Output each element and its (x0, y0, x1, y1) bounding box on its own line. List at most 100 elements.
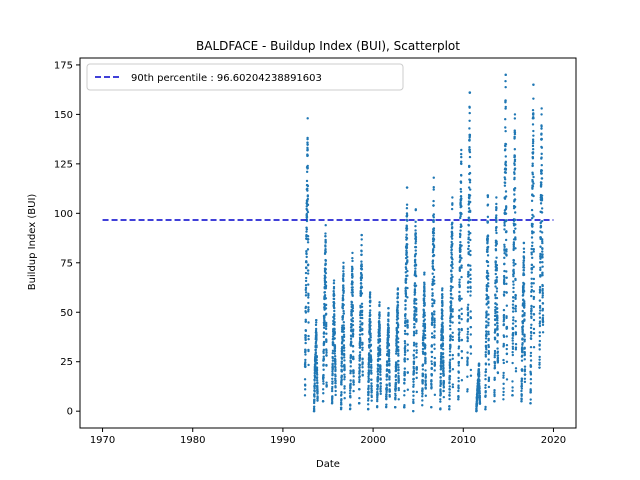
scatter-point (340, 374, 343, 377)
scatter-point (457, 364, 460, 367)
scatter-point (457, 345, 461, 348)
scatter-point (514, 346, 518, 349)
scatter-point (369, 299, 372, 302)
scatter-point (349, 407, 352, 410)
scatter-point (342, 339, 346, 342)
scatter-point (475, 409, 478, 412)
scatter-point (423, 283, 426, 286)
scatter-point (305, 230, 308, 233)
scatter-point (504, 118, 507, 121)
scatter-point (316, 399, 319, 402)
scatter-point (523, 353, 526, 356)
scatter-point (405, 233, 408, 236)
scatter-point (343, 375, 346, 379)
scatter-point (343, 359, 346, 362)
scatter-point (404, 289, 407, 293)
scatter-point (361, 366, 364, 369)
scatter-point (522, 266, 526, 269)
scatter-point (512, 316, 515, 319)
scatter-point (397, 381, 400, 384)
scatter-point (385, 395, 388, 398)
scatter-point (315, 318, 318, 322)
scatter-point (421, 379, 425, 382)
scatter-point (403, 403, 406, 407)
scatter-point (467, 247, 470, 251)
scatter-point (340, 350, 344, 354)
scatter-point (486, 269, 489, 273)
scatter-point (333, 323, 336, 327)
scatter-point (441, 336, 445, 340)
scatter-point (358, 356, 362, 359)
scatter-point (340, 391, 343, 394)
scatter-point (523, 302, 526, 305)
scatter-point (521, 331, 524, 334)
scatter-point (331, 341, 335, 344)
scatter-point (448, 385, 451, 388)
scatter-point (441, 352, 445, 355)
scatter-point (530, 323, 533, 326)
scatter-point (529, 389, 532, 392)
scatter-point (340, 353, 344, 356)
scatter-point (305, 215, 309, 219)
scatter-point (486, 272, 490, 275)
scatter-point (378, 351, 382, 354)
scatter-point (304, 286, 308, 290)
scatter-point (487, 376, 491, 379)
scatter-point (403, 367, 407, 370)
scatter-point (406, 371, 409, 374)
scatter-point (304, 291, 308, 294)
scatter-point (414, 302, 418, 305)
scatter-point (324, 234, 327, 238)
scatter-point (457, 360, 461, 364)
scatter-point (412, 398, 415, 401)
scatter-point (532, 345, 536, 349)
scatter-point (460, 162, 463, 166)
scatter-point (459, 240, 462, 244)
scatter-point (450, 253, 454, 256)
scatter-point (493, 391, 496, 394)
scatter-point (342, 346, 346, 349)
scatter-point (441, 339, 445, 342)
scatter-point (486, 278, 490, 281)
scatter-point (414, 220, 417, 224)
scatter-point (522, 264, 525, 267)
scatter-point (414, 267, 417, 270)
scatter-point (495, 219, 498, 222)
scatter-point (514, 297, 517, 301)
scatter-point (342, 321, 345, 324)
scatter-point (541, 296, 544, 299)
scatter-point (459, 214, 462, 218)
scatter-point (324, 268, 327, 271)
scatter-point (504, 238, 508, 242)
scatter-point (378, 329, 381, 332)
scatter-point (530, 263, 534, 267)
scatter-point (486, 247, 489, 251)
scatter-point (403, 340, 407, 343)
scatter-point (307, 301, 310, 305)
scatter-point (342, 287, 345, 290)
scatter-point (540, 177, 544, 180)
scatter-point (430, 360, 433, 363)
scatter-point (368, 311, 372, 315)
scatter-point (460, 266, 463, 269)
scatter-point (415, 368, 418, 371)
scatter-point (487, 313, 490, 316)
scatter-point (304, 329, 308, 333)
scatter-point (532, 182, 535, 185)
scatter-point (405, 213, 409, 217)
scatter-point (430, 355, 434, 359)
scatter-point (511, 350, 514, 354)
scatter-point (306, 241, 310, 244)
scatter-point (440, 289, 444, 292)
scatter-point (349, 370, 352, 373)
scatter-point (396, 287, 400, 290)
scatter-point (314, 348, 317, 352)
scatter-point (378, 326, 381, 329)
scatter-point (522, 269, 525, 272)
scatter-point (424, 379, 427, 382)
scatter-point (315, 373, 319, 376)
scatter-point (469, 268, 472, 271)
scatter-point (387, 354, 391, 358)
scatter-point (358, 369, 361, 372)
scatter-point (397, 379, 400, 382)
